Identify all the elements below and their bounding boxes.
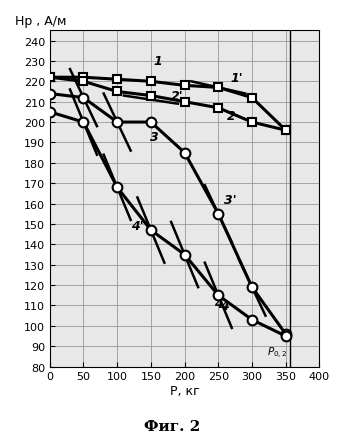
Text: 4': 4' (131, 220, 143, 233)
Text: 4: 4 (220, 299, 228, 312)
Text: 2': 2' (171, 90, 184, 103)
Text: Фиг. 2: Фиг. 2 (144, 419, 201, 433)
Text: 1': 1' (230, 72, 243, 85)
Text: $P_{0,2}$: $P_{0,2}$ (267, 345, 288, 361)
Text: Hр , А/м: Hр , А/м (15, 15, 66, 28)
Text: 1: 1 (153, 55, 162, 68)
Text: 2: 2 (227, 110, 236, 123)
X-axis label: P, кг: P, кг (170, 385, 199, 398)
Text: 4: 4 (214, 297, 222, 310)
Text: 3': 3' (224, 194, 236, 207)
Text: 3: 3 (149, 131, 158, 144)
